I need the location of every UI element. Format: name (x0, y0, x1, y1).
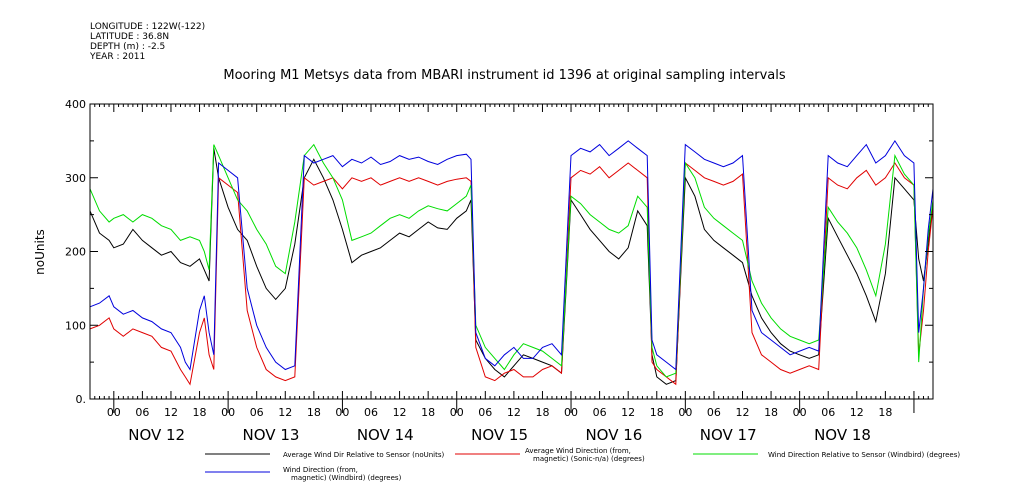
x-tick-label: 06 (593, 406, 607, 419)
x-tick-label: 00 (678, 406, 692, 419)
axes-layer: 0. 100 200 300 400 00 06 12 18 00 06 12 18 00 06 12 18 00… (65, 98, 934, 444)
year-label: YEAR : 2011 (90, 52, 146, 62)
x-tick-label: 00 (793, 406, 807, 419)
y-axis-label: noUnits (33, 229, 47, 275)
x-tick-label: 06 (250, 406, 264, 419)
series-layer (89, 139, 934, 386)
legend-label-2: Average Wind Direction (from, magnetic) (… (525, 447, 645, 463)
x-tick-label: 00 (335, 406, 349, 419)
x-tick-label: 00 (107, 406, 121, 419)
chart-title: Mooring M1 Metsys data from MBARI instru… (223, 68, 786, 83)
day-label: NOV 16 (585, 426, 642, 444)
x-tick-label: 00 (450, 406, 464, 419)
x-tick-label: 00 (221, 406, 235, 419)
series-line-3 (89, 143, 934, 378)
day-label: NOV 15 (471, 426, 528, 444)
x-tick-label: 06 (821, 406, 835, 419)
day-label: NOV 13 (243, 426, 300, 444)
x-tick-label: 18 (307, 406, 321, 419)
x-tick-label: 06 (135, 406, 149, 419)
metadata-block: LONGITUDE : 122W(-122) LATITUDE : 36.8N … (90, 22, 205, 62)
series-line-4 (89, 139, 934, 371)
day-label: NOV 14 (357, 426, 414, 444)
x-tick-label: 12 (393, 406, 407, 419)
x-tick-label: 18 (878, 406, 892, 419)
series-line-2 (89, 162, 934, 386)
day-label: NOV 17 (700, 426, 757, 444)
x-tick-label: 18 (535, 406, 549, 419)
legend: Average Wind Dir Relative to Sensor (noU… (205, 447, 960, 482)
y-tick-label: 400 (65, 98, 86, 111)
day-label: NOV 18 (814, 426, 871, 444)
x-tick-label: 18 (764, 406, 778, 419)
y-tick-label: 100 (65, 319, 86, 332)
y-tick-label: 0. (76, 393, 87, 406)
legend-label-4: Wind Direction (from, magnetic) (Windbird… (283, 466, 402, 482)
x-tick-label: 12 (278, 406, 292, 419)
x-tick-label: 18 (650, 406, 664, 419)
y-tick-label: 200 (65, 246, 86, 259)
x-tick-label: 12 (850, 406, 864, 419)
x-tick-label: 12 (164, 406, 178, 419)
y-tick-label: 300 (65, 172, 86, 185)
x-tick-label: 12 (507, 406, 521, 419)
x-tick-label: 18 (421, 406, 435, 419)
longitude-label: LONGITUDE : 122W(-122) (90, 22, 206, 32)
x-tick-label: 06 (707, 406, 721, 419)
depth-label: DEPTH (m) : -2.5 (90, 42, 166, 52)
legend-label-3: Wind Direction Relative to Sensor (Windb… (768, 451, 960, 459)
x-tick-label: 00 (564, 406, 578, 419)
legend-label-1: Average Wind Dir Relative to Sensor (noU… (283, 451, 444, 459)
day-label: NOV 12 (128, 426, 185, 444)
x-tick-label: 12 (735, 406, 749, 419)
latitude-label: LATITUDE : 36.8N (90, 32, 170, 42)
x-tick-label: 06 (478, 406, 492, 419)
x-tick-label: 18 (193, 406, 207, 419)
x-tick-label: 12 (621, 406, 635, 419)
x-tick-label: 06 (364, 406, 378, 419)
